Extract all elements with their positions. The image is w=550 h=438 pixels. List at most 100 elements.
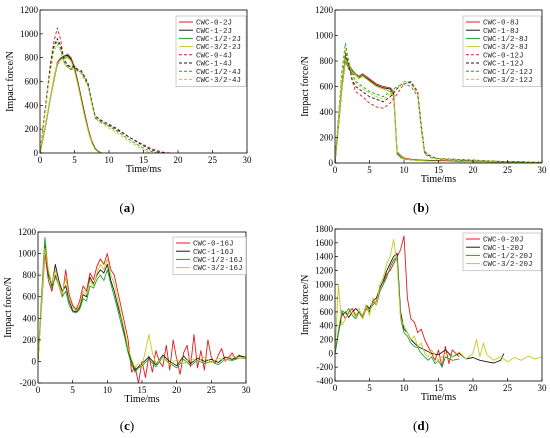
- y-axis-label: Impact force/N: [3, 277, 14, 338]
- x-tick-label: 20: [174, 155, 184, 165]
- series-line-CWC-0-16J: [38, 253, 246, 383]
- x-axis-label: Time/ms: [421, 174, 456, 185]
- y-tick-label: 1000: [315, 279, 334, 289]
- y-tick-label: 1200: [315, 265, 334, 275]
- y-tick-label: -400: [317, 376, 334, 386]
- series-line-CWC-3/2-20J: [335, 238, 542, 363]
- y-tick-label: 1200: [18, 227, 37, 237]
- x-tick-label: 10: [105, 155, 115, 165]
- y-tick-label: -200: [20, 378, 37, 388]
- y-tick-label: 600: [25, 77, 39, 87]
- y-tick-label: 600: [320, 82, 334, 92]
- legend-entry: CWC-0-16J: [193, 241, 234, 249]
- x-tick-label: 15: [434, 165, 444, 175]
- legend-entry: CWC-3/2-2J: [196, 44, 241, 52]
- y-tick-label: 0: [329, 348, 334, 358]
- x-tick-label: 10: [400, 383, 410, 393]
- x-axis-label: Time/ms: [126, 164, 161, 175]
- panel-caption: (a): [119, 200, 134, 215]
- y-tick-label: 200: [23, 335, 37, 345]
- legend-entry: CWC-1-2J: [196, 28, 232, 36]
- series-line-CWC-3/2-12J: [335, 47, 542, 163]
- y-tick-label: 1200: [20, 5, 39, 15]
- y-tick-label: 400: [23, 313, 37, 323]
- x-tick-label: 30: [538, 383, 548, 393]
- x-tick-label: 5: [72, 155, 77, 165]
- legend-entry: CWC-3/2-4J: [196, 77, 241, 85]
- panel-caption: (c): [120, 418, 134, 433]
- chart-panel-d: 0 5 10 15 20 25 30 -400 -200 0 200 400 600 800 1000 120…: [300, 224, 547, 433]
- x-axis-label: Time/ms: [421, 392, 456, 403]
- y-axis-label: Impact force/N: [300, 56, 311, 117]
- series-line-CWC-1-16J: [38, 244, 246, 371]
- x-tick-label: 5: [70, 385, 75, 395]
- x-axis-label: Time/ms: [124, 394, 159, 405]
- y-tick-label: 1400: [315, 252, 334, 262]
- legend-entry: CWC-1/2-12J: [483, 69, 533, 77]
- legend: CWC-0-8JCWC-1-8JCWC-1/2-8JCWC-3/2-8JCWC-…: [462, 15, 542, 87]
- series-group: [335, 42, 542, 163]
- chart-panel-a: 0 5 10 15 20 25 30 0 200 400 600 800 1000 1200 Time/ms…: [5, 5, 252, 215]
- legend-entry: CWC-0-4J: [196, 52, 232, 60]
- x-tick-label: 0: [36, 385, 41, 395]
- series-line-CWC-3/2-4J: [40, 44, 151, 153]
- legend-entry: CWC-1/2-8J: [483, 36, 528, 44]
- y-tick-label: 400: [25, 100, 39, 110]
- x-tick-label: 30: [243, 155, 253, 165]
- y-axis-label: Impact force/N: [5, 51, 16, 112]
- x-tick-label: 15: [139, 155, 149, 165]
- y-tick-label: 600: [320, 307, 334, 317]
- x-tick-label: 25: [207, 385, 217, 395]
- x-tick-label: 0: [38, 155, 43, 165]
- y-axis-label: Impact force/N: [300, 275, 311, 336]
- x-tick-label: 30: [242, 385, 252, 395]
- y-tick-label: 1200: [315, 5, 334, 15]
- legend-entry: CWC-0-12J: [483, 52, 524, 60]
- legend-entry: CWC-1-8J: [483, 28, 519, 36]
- y-tick-label: 800: [23, 270, 37, 280]
- x-tick-label: 15: [434, 383, 444, 393]
- y-tick-label: 1000: [315, 31, 334, 41]
- panel-caption: (d): [413, 418, 429, 433]
- legend-entry: CWC-3/2-20J: [483, 261, 533, 269]
- y-tick-label: 0: [34, 148, 39, 158]
- x-tick-label: 20: [469, 383, 479, 393]
- y-tick-label: 1600: [315, 238, 334, 248]
- y-tick-label: 1000: [18, 249, 37, 259]
- legend-entry: CWC-0-20J: [483, 237, 524, 245]
- y-tick-label: -200: [317, 362, 334, 372]
- x-tick-label: 0: [333, 383, 338, 393]
- x-tick-label: 0: [333, 165, 338, 175]
- legend-entry: CWC-1-4J: [196, 61, 232, 69]
- y-tick-label: 200: [320, 335, 334, 345]
- x-tick-label: 30: [538, 165, 548, 175]
- x-tick-label: 25: [208, 155, 218, 165]
- x-tick-label: 20: [172, 385, 182, 395]
- x-tick-label: 10: [103, 385, 113, 395]
- series-group: [335, 235, 542, 368]
- legend-box: [462, 15, 542, 87]
- legend-entry: CWC-0-2J: [196, 20, 232, 28]
- legend-entry: CWC-1-20J: [483, 245, 524, 253]
- y-tick-label: 0: [329, 158, 334, 168]
- series-line-CWC-1/2-16J: [38, 236, 246, 373]
- y-tick-label: 200: [320, 133, 334, 143]
- x-tick-label: 20: [469, 165, 479, 175]
- x-tick-label: 10: [400, 165, 410, 175]
- x-tick-label: 25: [503, 383, 513, 393]
- legend-entry: CWC-1/2-4J: [196, 69, 241, 77]
- y-tick-label: 200: [25, 124, 39, 134]
- y-tick-label: 1000: [20, 29, 39, 39]
- legend-entry: CWC-3/2-12J: [483, 77, 533, 85]
- series-line-CWC-1-4J: [40, 38, 165, 153]
- legend-entry: CWC-1/2-20J: [483, 253, 533, 261]
- x-tick-label: 5: [367, 383, 372, 393]
- y-tick-label: 800: [320, 293, 334, 303]
- chart-panel-c: 0 5 10 15 20 25 30-200020040060080010001200Tim…: [3, 227, 251, 433]
- series-group: [38, 236, 246, 383]
- y-tick-label: 800: [25, 53, 39, 63]
